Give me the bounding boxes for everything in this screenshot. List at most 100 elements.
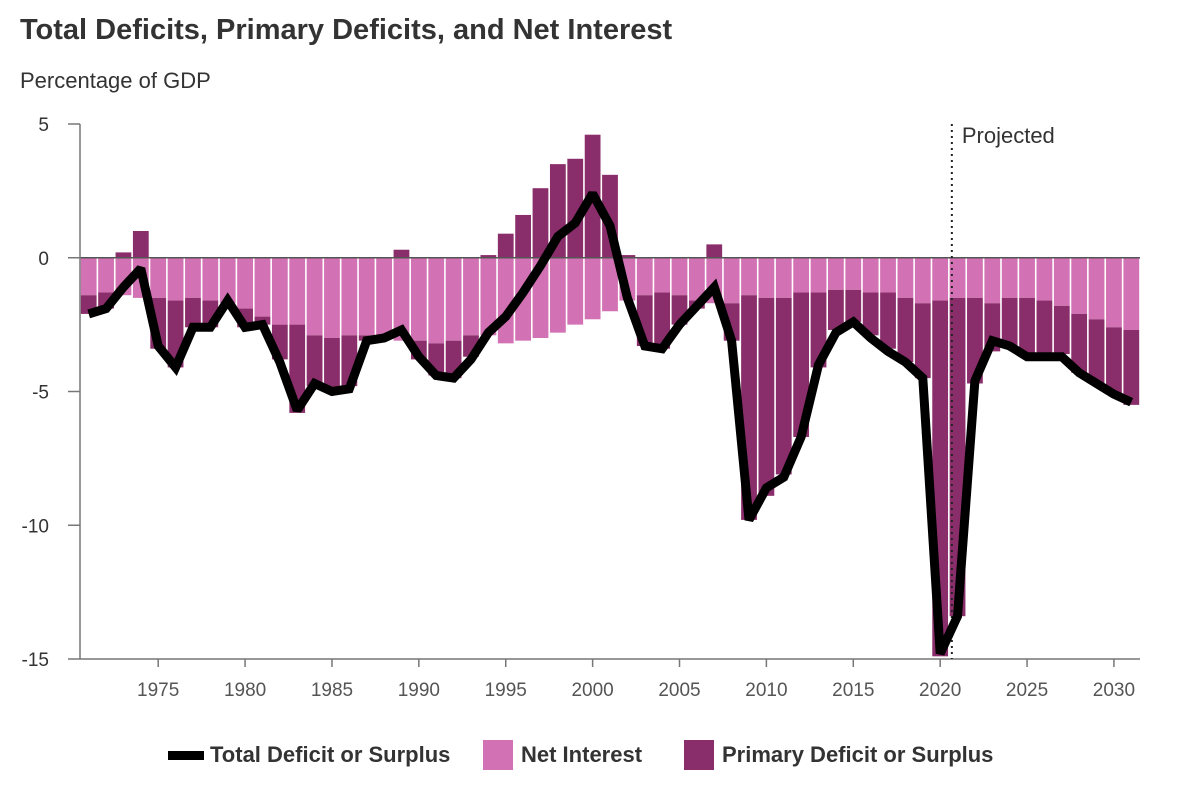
- net-interest-bar: [880, 257, 896, 293]
- net-interest-bar: [636, 257, 653, 296]
- legend-label-total: Total Deficit or Surplus: [210, 742, 451, 767]
- net-interest-bar: [324, 257, 340, 338]
- x-tick-label: 2020: [919, 680, 961, 701]
- net-interest-bar: [741, 257, 757, 296]
- projected-label: Projected: [962, 123, 1055, 148]
- primary-bar: [862, 292, 879, 336]
- primary-bar: [828, 289, 844, 330]
- net-interest-bar: [914, 257, 931, 304]
- primary-bar: [515, 214, 532, 258]
- net-interest-bar: [1123, 257, 1140, 330]
- net-interest-bar: [758, 257, 775, 298]
- primary-bar: [706, 244, 723, 258]
- primary-bar: [480, 255, 497, 258]
- x-tick-label: 2010: [745, 680, 787, 701]
- net-interest-bar: [549, 257, 566, 333]
- net-interest-bar: [150, 257, 167, 298]
- net-interest-bar: [602, 257, 618, 312]
- net-interest-bar: [584, 257, 601, 320]
- legend-item-net-interest: Net Interest: [483, 737, 642, 773]
- primary-bar: [497, 233, 514, 258]
- legend-item-primary: Primary Deficit or Surplus: [684, 737, 993, 773]
- primary-bar: [897, 297, 914, 363]
- net-interest-bar: [688, 257, 705, 301]
- bars-group: [80, 134, 1140, 657]
- legend-label-net-interest: Net Interest: [521, 742, 643, 767]
- primary-bar: [1071, 313, 1088, 373]
- net-interest-bar: [723, 257, 740, 304]
- net-interest-bar: [237, 257, 253, 309]
- primary-bar: [619, 255, 636, 258]
- net-interest-bar: [810, 257, 827, 293]
- primary-bar: [880, 292, 896, 349]
- x-tick-label: 1995: [485, 680, 527, 701]
- net-interest-bar: [480, 257, 497, 336]
- primary-bar: [1053, 305, 1070, 355]
- primary-bar: [185, 297, 201, 328]
- x-tick-label: 2000: [571, 680, 613, 701]
- net-interest-bar: [1053, 257, 1070, 306]
- primary-bar: [132, 231, 149, 258]
- x-tick-label: 1980: [224, 680, 266, 701]
- net-interest-bar: [80, 257, 97, 296]
- net-interest-bar: [289, 257, 306, 325]
- y-tick-label: 5: [38, 115, 49, 136]
- net-interest-bar: [341, 257, 358, 336]
- primary-bar: [1001, 297, 1018, 347]
- primary-bar: [532, 188, 549, 258]
- net-interest-bar: [793, 257, 810, 293]
- primary-bar: [324, 338, 340, 389]
- net-interest-bar: [306, 257, 323, 336]
- net-interest-bar: [1019, 257, 1035, 298]
- legend-swatch-primary: [684, 740, 714, 770]
- net-interest-bar: [410, 257, 427, 341]
- net-interest-bar: [932, 257, 949, 301]
- primary-bar: [567, 158, 584, 258]
- y-tick-label: -15: [22, 650, 49, 671]
- primary-bar: [914, 303, 931, 379]
- primary-bar: [654, 292, 671, 349]
- net-interest-bar: [862, 257, 879, 293]
- x-tick-label: 2025: [1006, 680, 1048, 701]
- net-interest-bar: [428, 257, 445, 344]
- net-interest-bar: [775, 257, 792, 298]
- x-tick-label: 2030: [1093, 680, 1135, 701]
- net-interest-bar: [654, 257, 671, 293]
- net-interest-bar: [984, 257, 1001, 304]
- x-tick-label: 2015: [832, 680, 874, 701]
- y-tick-label: -10: [22, 516, 49, 537]
- net-interest-bar: [1106, 257, 1122, 328]
- primary-bar: [393, 249, 410, 258]
- x-tick-label: 1985: [311, 680, 353, 701]
- chart-subtitle: Percentage of GDP: [20, 68, 211, 93]
- legend-item-total: Total Deficit or Surplus: [168, 737, 450, 773]
- x-tick-label: 1990: [398, 680, 440, 701]
- primary-bar: [115, 252, 132, 258]
- y-tick-label: 0: [38, 249, 49, 270]
- x-tick-label: 1975: [137, 680, 179, 701]
- net-interest-bar: [828, 257, 844, 290]
- legend: Total Deficit or Surplus Net Interest Pr…: [0, 737, 1200, 777]
- net-interest-bar: [949, 257, 966, 298]
- net-interest-bar: [254, 257, 271, 317]
- primary-bar: [793, 292, 810, 437]
- net-interest-bar: [358, 257, 375, 336]
- net-interest-bar: [167, 257, 184, 301]
- net-interest-bar: [567, 257, 584, 325]
- net-interest-bar: [1036, 257, 1053, 301]
- net-interest-bar: [463, 257, 479, 336]
- net-interest-bar: [1001, 257, 1018, 298]
- net-interest-bar: [497, 257, 514, 344]
- primary-bar: [758, 297, 775, 496]
- primary-bar: [845, 289, 862, 322]
- net-interest-bar: [967, 257, 983, 298]
- net-interest-bar: [671, 257, 688, 296]
- net-interest-bar: [271, 257, 288, 325]
- primary-bar: [1106, 327, 1122, 395]
- net-interest-bar: [393, 257, 410, 341]
- net-interest-bar: [98, 257, 114, 293]
- primary-bar: [1123, 329, 1140, 405]
- net-interest-bar: [897, 257, 914, 298]
- legend-swatch-net-interest: [483, 740, 513, 770]
